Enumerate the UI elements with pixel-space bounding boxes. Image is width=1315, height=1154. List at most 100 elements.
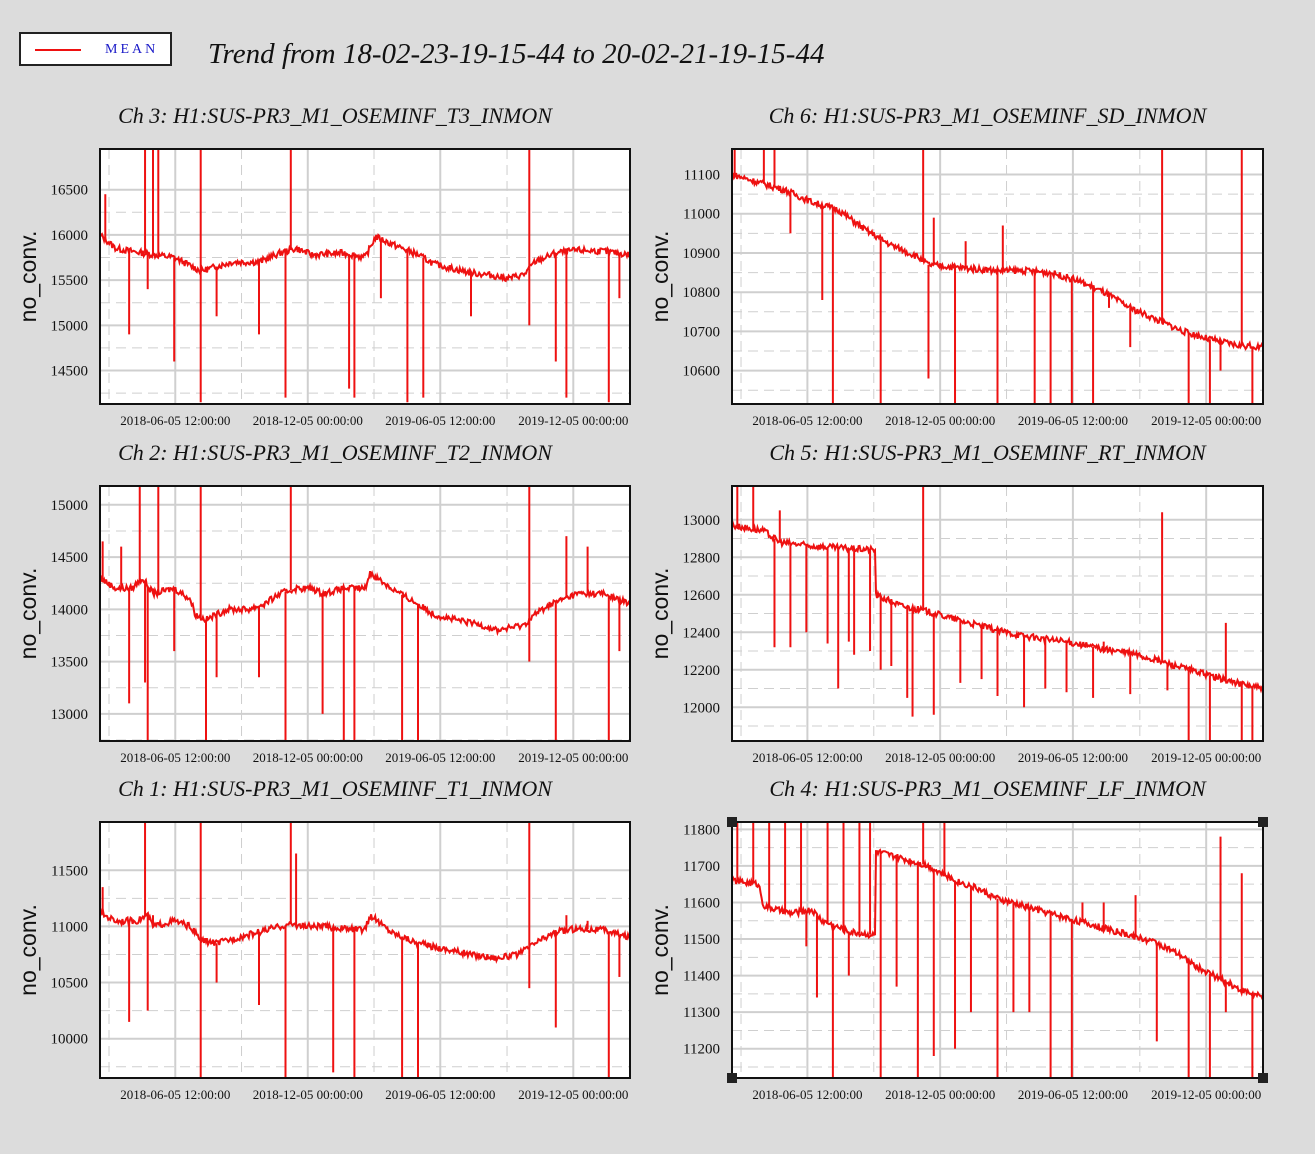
y-tick-label: 10900: [683, 246, 721, 262]
y-tick-label: 10800: [683, 285, 721, 301]
x-tick-label: 2019-06-05 12:00:00: [385, 1087, 495, 1102]
x-tick-label: 2019-06-05 12:00:00: [1018, 1087, 1128, 1102]
y-tick-label: 10500: [51, 976, 89, 992]
y-tick-label: 11500: [51, 863, 88, 879]
plot-title: Ch 4: H1:SUS-PR3_M1_OSEMINF_LF_INMON: [769, 776, 1207, 801]
x-tick-label: 2019-06-05 12:00:00: [385, 750, 495, 765]
plot-area: [100, 822, 630, 1078]
y-tick-label: 14500: [51, 364, 89, 380]
x-tick-label: 2018-12-05 00:00:00: [885, 750, 995, 765]
plot-area: [100, 486, 630, 741]
series-mean: [732, 822, 1263, 1078]
selection-handle[interactable]: [727, 817, 737, 827]
plot-ch-3: 12000 12200 12400 12600 12800 13000 2018-06-05…: [647, 440, 1264, 765]
plot-title: Ch 5: H1:SUS-PR3_M1_OSEMINF_RT_INMON: [769, 440, 1207, 465]
mean-line: [732, 172, 1263, 353]
x-tick-label: 2018-12-05 00:00:00: [253, 750, 363, 765]
mean-line: [732, 848, 1263, 1001]
mean-line: [100, 232, 630, 283]
x-tick-label: 2018-12-05 00:00:00: [253, 1087, 363, 1102]
y-tick-label: 11000: [683, 207, 720, 223]
x-tick-label: 2018-06-05 12:00:00: [752, 1087, 862, 1102]
y-axis-label: no_conv.: [15, 904, 41, 996]
plot-ch-5: 11200 11300 11400 11500 11600 11700 11800 2018-…: [647, 776, 1268, 1102]
y-tick-label: 10000: [51, 1032, 89, 1048]
x-tick-label: 2018-12-05 00:00:00: [885, 413, 995, 428]
legend-swatch: [35, 49, 81, 51]
x-tick-label: 2018-12-05 00:00:00: [253, 413, 363, 428]
plot-title: Ch 3: H1:SUS-PR3_M1_OSEMINF_T3_INMON: [118, 103, 553, 128]
y-axis-label: no_conv.: [15, 231, 41, 323]
y-axis-label: no_conv.: [647, 568, 673, 660]
y-tick-label: 15000: [51, 318, 89, 334]
plot-ch-2: 13000 13500 14000 14500 15000 2018-06-05 12:0…: [15, 440, 631, 765]
plot-ch-1: 10600 10700 10800 10900 11000 11100 2018-06-05…: [647, 103, 1264, 428]
series-mean: [100, 822, 630, 1078]
plot-title: Ch 6: H1:SUS-PR3_M1_OSEMINF_SD_INMON: [769, 103, 1208, 128]
x-tick-label: 2018-06-05 12:00:00: [120, 413, 230, 428]
trend-title: Trend from 18-02-23-19-15-44 to 20-02-21…: [208, 38, 825, 70]
mean-line: [100, 907, 630, 964]
x-tick-label: 2018-06-05 12:00:00: [752, 413, 862, 428]
y-axis-label: no_conv.: [647, 904, 673, 996]
x-tick-label: 2018-06-05 12:00:00: [120, 1087, 230, 1102]
y-tick-label: 11200: [683, 1042, 720, 1058]
y-tick-label: 14000: [51, 602, 89, 618]
y-tick-label: 11500: [683, 932, 720, 948]
x-tick-label: 2019-06-05 12:00:00: [385, 413, 495, 428]
mean-line: [100, 570, 630, 637]
plot-ch-4: 10000 10500 11000 11500 2018-06-05 12:00:00 2…: [15, 776, 631, 1102]
plot-area: [100, 149, 630, 404]
series-mean: [100, 149, 630, 403]
plot-frame[interactable]: [731, 148, 1264, 405]
series-mean: [732, 149, 1263, 404]
y-tick-label: 12000: [683, 700, 721, 716]
x-tick-label: 2019-12-05 00:00:00: [1151, 750, 1261, 765]
y-tick-label: 16500: [51, 183, 89, 199]
x-tick-label: 2018-12-05 00:00:00: [885, 1087, 995, 1102]
y-tick-label: 15500: [51, 273, 89, 289]
selection-handle[interactable]: [1258, 817, 1268, 827]
y-tick-label: 16000: [51, 228, 89, 244]
y-tick-label: 15000: [51, 498, 89, 514]
plot-title: Ch 2: H1:SUS-PR3_M1_OSEMINF_T2_INMON: [118, 440, 553, 465]
selection-handle[interactable]: [1258, 1073, 1268, 1083]
y-tick-label: 11100: [684, 168, 720, 184]
plot-frame[interactable]: [99, 485, 631, 742]
x-tick-label: 2019-12-05 00:00:00: [518, 750, 628, 765]
y-tick-label: 11300: [683, 1005, 720, 1021]
y-tick-label: 11400: [683, 969, 720, 985]
selection-handle[interactable]: [727, 1073, 737, 1083]
series-mean: [732, 486, 1263, 741]
series-mean: [100, 486, 630, 741]
x-tick-label: 2019-12-05 00:00:00: [518, 413, 628, 428]
plot-frame[interactable]: [731, 821, 1264, 1079]
x-tick-label: 2019-06-05 12:00:00: [1018, 750, 1128, 765]
plot-frame[interactable]: [731, 485, 1264, 742]
y-tick-label: 13000: [683, 513, 721, 529]
legend: MEAN: [19, 32, 172, 66]
y-axis-label: no_conv.: [15, 568, 41, 660]
y-axis-label: no_conv.: [647, 231, 673, 323]
plot-frame[interactable]: [99, 148, 631, 405]
x-tick-label: 2018-06-05 12:00:00: [752, 750, 862, 765]
plot-ch-0: 14500 15000 15500 16000 16500 2018-06-05 12:0…: [15, 103, 631, 428]
y-tick-label: 11000: [51, 919, 88, 935]
x-tick-label: 2019-12-05 00:00:00: [518, 1087, 628, 1102]
x-tick-label: 2019-12-05 00:00:00: [1151, 1087, 1261, 1102]
mean-line: [732, 520, 1263, 694]
y-tick-label: 10600: [683, 364, 721, 380]
y-tick-label: 14500: [51, 550, 89, 566]
y-tick-label: 13500: [51, 655, 89, 671]
y-tick-label: 10700: [683, 324, 721, 340]
x-tick-label: 2019-12-05 00:00:00: [1151, 413, 1261, 428]
plot-title: Ch 1: H1:SUS-PR3_M1_OSEMINF_T1_INMON: [118, 776, 553, 801]
y-tick-label: 12800: [683, 550, 721, 566]
y-tick-label: 12600: [683, 588, 721, 604]
y-tick-label: 12200: [683, 663, 721, 679]
plot-frame[interactable]: [99, 821, 631, 1079]
y-tick-label: 11600: [683, 895, 720, 911]
legend-label: MEAN: [105, 42, 159, 57]
x-tick-label: 2019-06-05 12:00:00: [1018, 413, 1128, 428]
